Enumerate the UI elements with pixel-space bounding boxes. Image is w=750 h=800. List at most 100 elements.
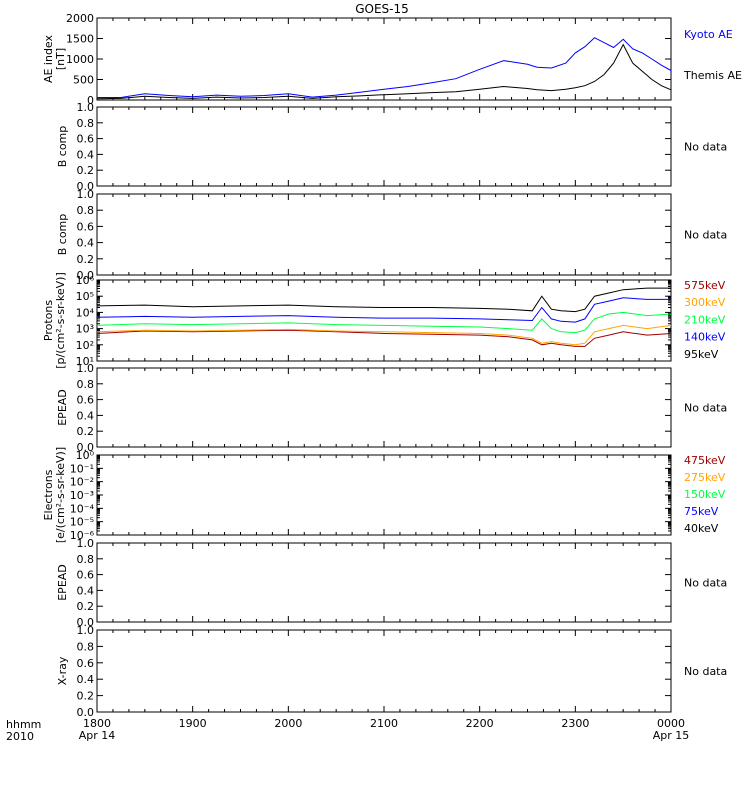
legend-entry: 475keV: [684, 454, 726, 467]
y-axis-label: Electrons: [42, 469, 55, 520]
y-tick-label: 1500: [66, 33, 94, 46]
time-axis-corner-year: 2010: [6, 730, 34, 743]
y-axis-label: X-ray: [56, 656, 69, 685]
y-tick-label: 0.8: [77, 640, 95, 653]
panel-4: 0.0 0.2 0.4 0.6 0.8 1.0 EPEAD No data: [56, 362, 727, 454]
x-date-label: Apr 14: [79, 729, 116, 742]
time-axis-corner-hhmm: hhmm: [6, 718, 41, 731]
y-tick-label: 1.0: [77, 188, 95, 201]
legend-entry: 140keV: [684, 331, 726, 344]
y-axis-label: [p/(cm²-s-sr-keV)]: [54, 272, 67, 369]
y-tick-label: 1.0: [77, 624, 95, 637]
y-tick-label: 10⁻⁴: [70, 502, 95, 515]
panel-frame: [96, 629, 672, 713]
y-tick-label: 500: [73, 74, 94, 87]
y-tick-label: 1.0: [77, 362, 95, 375]
y-axis-label: B comp: [56, 214, 69, 256]
x-tick-label: 1800: [83, 717, 111, 730]
y-tick-label: 1000: [66, 53, 94, 66]
y-tick-label: 10¹: [76, 355, 94, 368]
panel-frame: [96, 542, 672, 623]
legend-entry: Kyoto AE: [684, 28, 733, 41]
y-tick-label: 0.0: [77, 180, 95, 193]
series-line-575kev: [96, 329, 672, 347]
y-axis-label: B comp: [56, 126, 69, 168]
series-line-140kev: [96, 297, 671, 323]
panel-2: 0.0 0.2 0.4 0.6 0.8 1.0 B comp No data: [56, 188, 727, 282]
plot-title: GOES-15: [355, 2, 409, 16]
y-tick-label: 0.0: [77, 441, 95, 454]
panel-frame: [96, 367, 672, 448]
y-tick-label: 0.2: [77, 690, 95, 703]
series-line-300kev: [96, 324, 672, 346]
y-tick-label: 0.8: [77, 204, 95, 217]
y-tick-label: 0.6: [77, 220, 95, 233]
panel-6: 0.0 0.2 0.4 0.6 0.8 1.0 EPEAD No data: [56, 537, 727, 629]
panel-7: 0.0 0.2 0.4 0.6 0.8 1.0 X-ray No data: [56, 624, 727, 719]
y-tick-label: 0.4: [77, 409, 95, 422]
y-tick-label: 0.8: [77, 117, 95, 130]
y-axis-label: AE index: [42, 34, 55, 83]
legend-entry: Themis AE: [683, 69, 742, 82]
panel-frame: [96, 279, 672, 362]
y-tick-label: 1.0: [77, 537, 95, 550]
y-tick-label: 10⁶: [76, 274, 95, 287]
no-data-label: No data: [684, 402, 727, 415]
y-tick-label: 10³: [76, 323, 94, 336]
y-axis-label: EPEAD: [56, 389, 69, 426]
y-tick-label: 0.2: [77, 600, 95, 613]
y-tick-label: 0.6: [77, 657, 95, 670]
y-tick-label: 0.8: [77, 378, 95, 391]
y-tick-label: 10⁴: [76, 306, 95, 319]
y-tick-label: 10²: [76, 339, 94, 352]
y-axis-label: Protons: [42, 300, 55, 341]
y-tick-label: 0.0: [77, 269, 95, 282]
y-tick-label: 0.0: [77, 616, 95, 629]
y-tick-label: 0.4: [77, 584, 95, 597]
legend-entry: 575keV: [684, 279, 726, 292]
y-tick-label: 0.2: [77, 253, 95, 266]
panel-frame: [96, 454, 672, 536]
legend-entry: 95keV: [684, 348, 719, 361]
legend-entry: 40keV: [684, 522, 719, 535]
series-line-95kev: [96, 287, 671, 313]
series-line-themis-ae: [96, 43, 672, 100]
y-tick-label: 0: [87, 94, 94, 107]
y-tick-label: 0.4: [77, 237, 95, 250]
y-tick-label: 10⁻²: [70, 476, 94, 489]
y-tick-label: 10⁰: [76, 449, 95, 462]
y-tick-label: 10⁻¹: [70, 462, 94, 475]
y-tick-label: 0.4: [77, 148, 95, 161]
y-tick-label: 0.6: [77, 133, 95, 146]
panel-frame: [96, 17, 672, 101]
x-tick-label: 0000: [657, 717, 685, 730]
no-data-label: No data: [684, 577, 727, 590]
y-tick-label: 10⁵: [76, 290, 94, 303]
no-data-label: No data: [684, 665, 727, 678]
y-tick-label: 0.6: [77, 569, 95, 582]
legend-entry: 300keV: [684, 296, 726, 309]
y-tick-label: 0.8: [77, 553, 95, 566]
y-tick-label: 0.0: [77, 706, 95, 719]
legend-entry: 275keV: [684, 471, 726, 484]
legend-entry: 150keV: [684, 488, 726, 501]
y-tick-label: 0.2: [77, 425, 95, 438]
legend-entry: 210keV: [684, 313, 726, 326]
panel-frame: [96, 106, 672, 187]
no-data-label: No data: [684, 141, 727, 154]
x-tick-label: 2000: [274, 717, 302, 730]
x-tick-label: 2200: [466, 717, 494, 730]
no-data-label: No data: [684, 229, 727, 242]
x-date-label: Apr 15: [653, 729, 690, 742]
y-tick-label: 2000: [66, 12, 94, 25]
x-tick-label: 2300: [561, 717, 589, 730]
panel-0: 0 500 1000 1500 2000 AE index [nT] Kyoto AE Them…: [42, 12, 742, 107]
y-tick-label: 0.6: [77, 394, 95, 407]
y-tick-label: 0.2: [77, 164, 95, 177]
y-tick-label: 10⁻⁶: [70, 529, 95, 542]
y-axis-label: EPEAD: [56, 564, 69, 601]
panels: 0 500 1000 1500 2000 AE index [nT] Kyoto AE Them…: [42, 12, 742, 719]
